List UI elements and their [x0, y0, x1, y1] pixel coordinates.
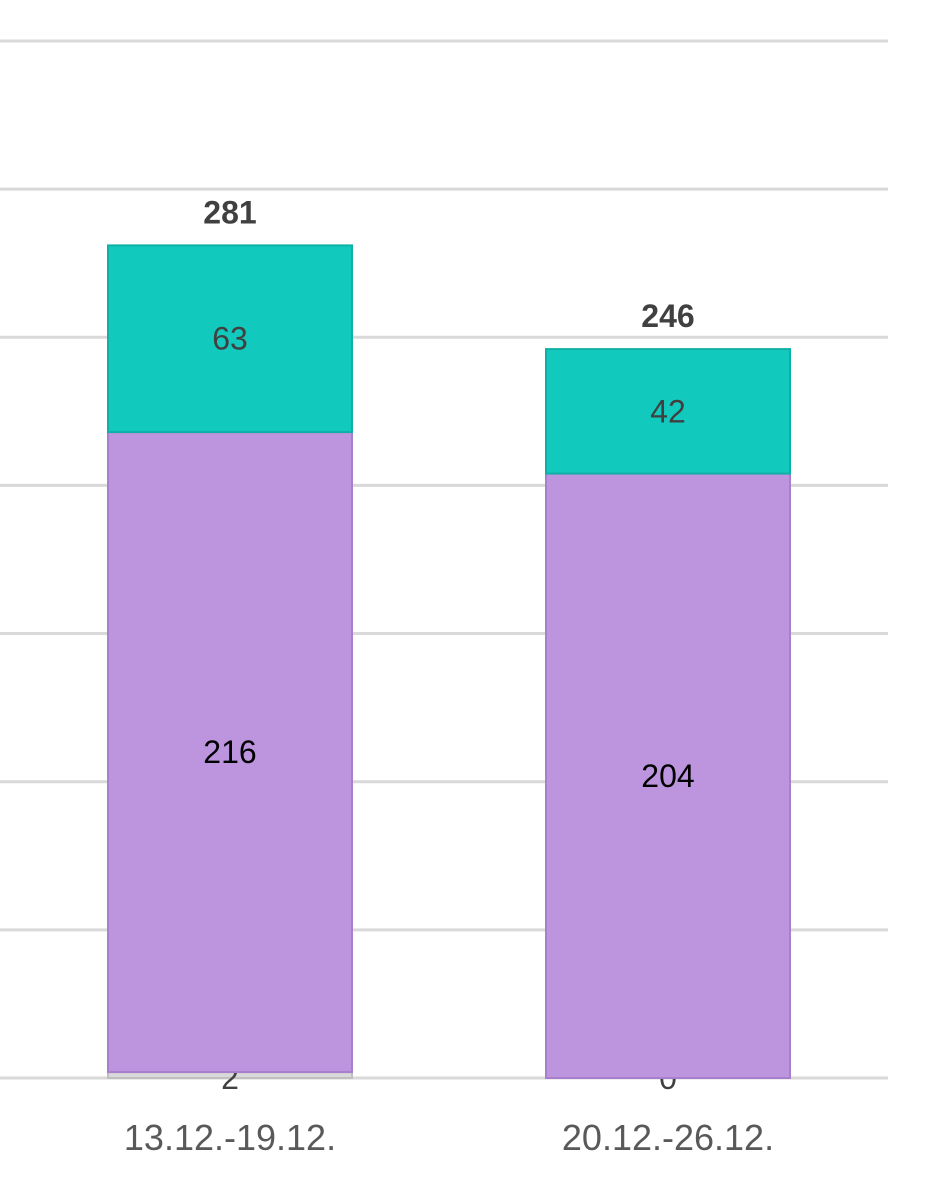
- bar-segment-purple-1: [107, 431, 353, 1074]
- category-label-1: 13.12.-19.12.: [124, 1117, 336, 1158]
- bar-segment-purple-2: [545, 472, 791, 1080]
- data-label-teal-1: 63: [212, 321, 248, 357]
- data-label-purple-1: 216: [203, 734, 256, 770]
- bar-segment-teal-1: [107, 244, 353, 434]
- category-label-2: 20.12.-26.12.: [562, 1117, 774, 1158]
- total-label-1: 281: [203, 194, 256, 230]
- data-label-teal-2: 42: [650, 393, 686, 429]
- bar-segment-teal-2: [545, 348, 791, 475]
- data-label-purple-2: 204: [641, 758, 694, 794]
- total-label-2: 246: [641, 298, 694, 334]
